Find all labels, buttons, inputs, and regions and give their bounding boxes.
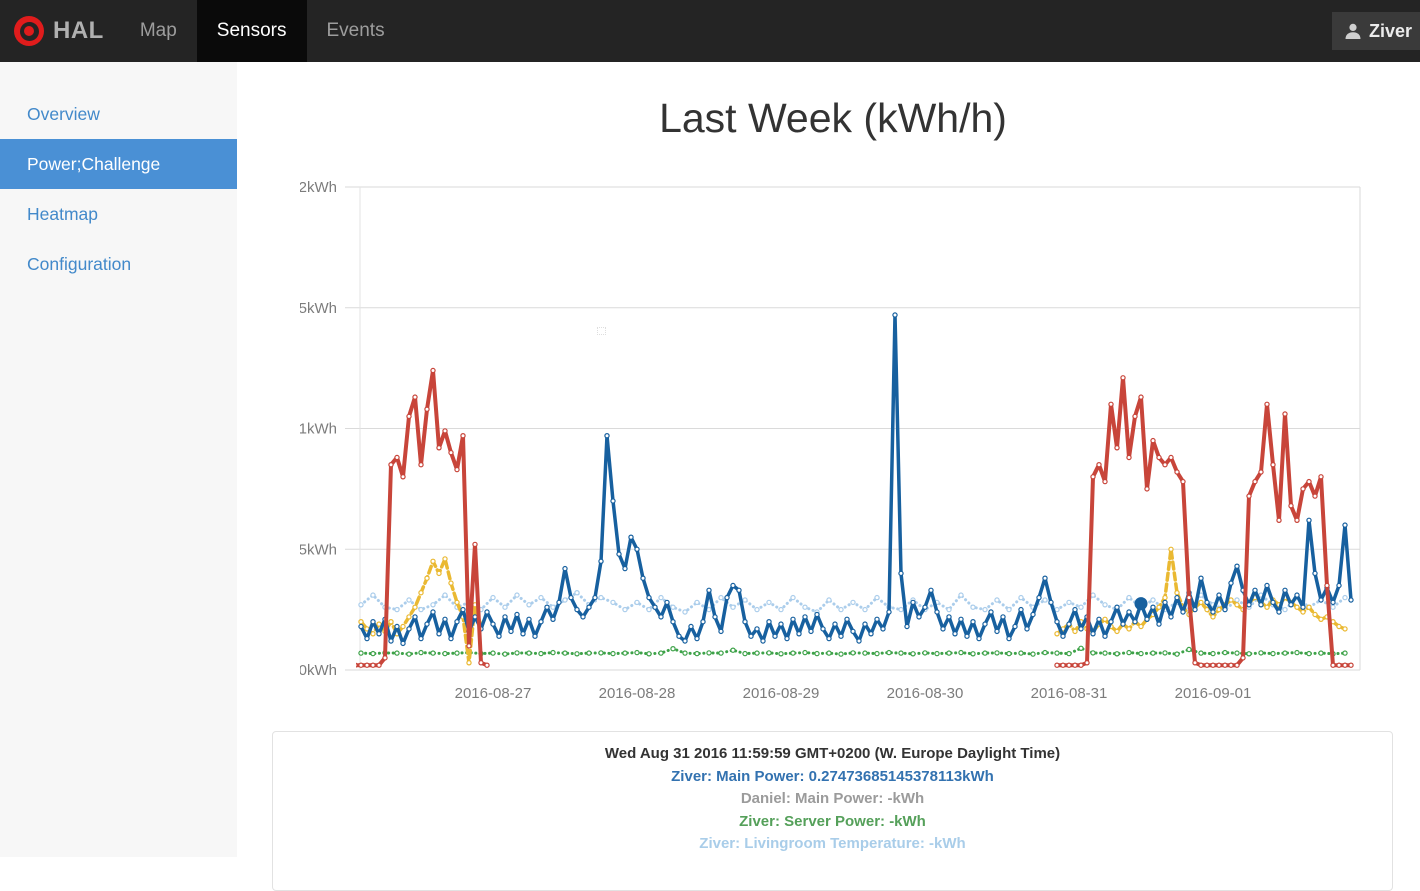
user-menu[interactable]: Ziver <box>1331 12 1420 50</box>
series-red-series <box>356 367 1354 668</box>
brand[interactable]: HAL <box>0 0 120 62</box>
svg-text:2kWh: 2kWh <box>300 179 337 196</box>
series-main-power <box>358 312 1354 647</box>
sidebar-item-configuration[interactable]: Configuration <box>27 253 132 274</box>
sidebar-item-heatmap[interactable]: Heatmap <box>27 203 99 224</box>
svg-text:1kWh: 1kWh <box>300 421 337 438</box>
stray-artifact-mark <box>597 327 606 335</box>
svg-text:2016-08-27: 2016-08-27 <box>455 685 532 702</box>
legend-entry-livingroom-temperature: Ziver: Livingroom Temperature: -kWh <box>699 835 966 852</box>
legend-entry-main-power: Ziver: Main Power: 0.27473685145378113kW… <box>671 767 994 785</box>
svg-text:1.5kWh: 1.5kWh <box>300 300 337 317</box>
top-navbar: HAL Map Sensors Events Ziver <box>0 0 1420 62</box>
y-axis-labels: 0kWh 0.5kWh 1kWh 1.5kWh 2kWh <box>300 179 337 679</box>
sidebar: Overview Power;Challenge Heatmap Configu… <box>0 62 237 857</box>
user-icon <box>1345 23 1361 39</box>
legend-entry-daniel-main-power: Daniel: Main Power: -kWh <box>740 790 925 807</box>
chart-hover-legend-panel: Wed Aug 31 2016 11:59:59 GMT+0200 (W. Eu… <box>272 731 1393 891</box>
svg-text:2016-09-01: 2016-09-01 <box>1175 685 1252 702</box>
series-server-power <box>358 645 1348 657</box>
legend-entry-server-power: Ziver: Server Power: -kWh <box>739 812 926 830</box>
svg-text:2016-08-28: 2016-08-28 <box>599 685 676 702</box>
brand-text: HAL <box>53 17 104 44</box>
legend-timestamp: Wed Aug 31 2016 11:59:59 GMT+0200 (W. Eu… <box>604 745 1061 762</box>
sidebar-item-overview[interactable]: Overview <box>27 103 100 124</box>
svg-text:2016-08-30: 2016-08-30 <box>887 685 964 702</box>
chart-canvas[interactable]: 0kWh0.5kWh1kWh1.5kWh2kWh2016-08-272016-0… <box>300 170 1410 715</box>
user-name: Ziver <box>1368 20 1412 41</box>
chart-title: Last Week (kWh/h) <box>659 95 1007 141</box>
sidebar-item-power-challenge[interactable]: Power;Challenge <box>0 139 237 189</box>
svg-text:2016-08-31: 2016-08-31 <box>1031 685 1108 702</box>
nav-item-events[interactable]: Events <box>326 20 385 41</box>
nav-item-sensors[interactable]: Sensors <box>196 0 307 62</box>
x-axis-labels: 2016-08-27 2016-08-28 2016-08-29 2016-08-30… <box>455 685 1252 702</box>
nav-item-map[interactable]: Map <box>139 20 177 41</box>
svg-text:2016-08-29: 2016-08-29 <box>743 685 820 702</box>
main-nav: Map Sensors Events <box>120 0 405 62</box>
hover-point <box>1134 597 1148 611</box>
svg-text:0.5kWh: 0.5kWh <box>300 541 337 558</box>
svg-text:0kWh: 0kWh <box>300 662 337 679</box>
gridlines <box>345 186 1361 671</box>
hal-logo-target-icon <box>14 16 44 46</box>
